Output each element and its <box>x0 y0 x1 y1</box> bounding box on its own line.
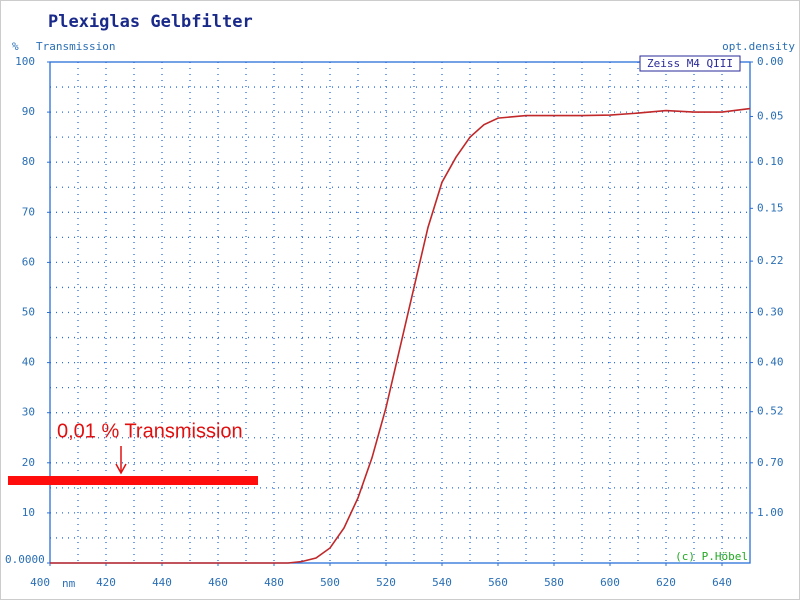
y-tick-label: 0.0000 <box>5 553 45 566</box>
y-tick-label: 40 <box>22 356 35 369</box>
y2-tick-label: 0.22 <box>757 254 784 267</box>
y-tick-label: 10 <box>22 506 35 519</box>
legend-box <box>639 55 741 72</box>
x-tick-label: 500 <box>320 576 340 589</box>
credit: (c) P.Höbel <box>675 550 748 563</box>
x-tick-label: 580 <box>544 576 564 589</box>
y-tick-label: 60 <box>22 255 35 268</box>
x-tick-label: 620 <box>656 576 676 589</box>
y2-tick-label: 1.00 <box>757 506 784 519</box>
x-tick-label: 480 <box>264 576 284 589</box>
y2-tick-label: 0.15 <box>757 201 784 214</box>
y-tick-label: 80 <box>22 155 35 168</box>
legend-entry: Zeiss M4 QIII <box>647 57 733 70</box>
x-tick-label: 400 <box>30 576 50 589</box>
y-tick-label: 70 <box>22 205 35 218</box>
data-line <box>50 107 751 564</box>
x-tick-label: 440 <box>152 576 172 589</box>
x-tick-label: 640 <box>712 576 732 589</box>
x-tick-label: 460 <box>208 576 228 589</box>
chart-title: Plexiglas Gelbfilter <box>48 12 253 32</box>
x-unit: nm <box>62 577 76 590</box>
y2-label: opt.density <box>722 40 795 53</box>
x-tick-label: 560 <box>488 576 508 589</box>
x-tick-label: 600 <box>600 576 620 589</box>
y-label: Transmission <box>36 40 115 53</box>
annotation: 0,01 % Transmission <box>57 420 243 442</box>
y2-tick-label: 0.40 <box>757 356 784 369</box>
y-unit: % <box>12 40 19 53</box>
y2-tick-label: 0.52 <box>757 405 784 418</box>
y2-tick-label: 0.05 <box>757 109 784 122</box>
y2-tick-label: 0.10 <box>757 155 784 168</box>
y-tick-label: 50 <box>22 306 35 319</box>
x-tick-label: 420 <box>96 576 116 589</box>
x-tick-label: 540 <box>432 576 452 589</box>
y2-tick-label: 0.00 <box>757 55 784 68</box>
y-tick-label: 20 <box>22 456 35 469</box>
y-tick-label: 100 <box>15 55 35 68</box>
y-tick-label: 30 <box>22 406 35 419</box>
y2-tick-label: 0.70 <box>757 456 784 469</box>
annotation-arrowhead <box>115 463 127 475</box>
x-tick-label: 520 <box>376 576 396 589</box>
y2-tick-label: 0.30 <box>757 305 784 318</box>
y-tick-label: 90 <box>22 105 35 118</box>
annotation-bar <box>8 476 258 485</box>
